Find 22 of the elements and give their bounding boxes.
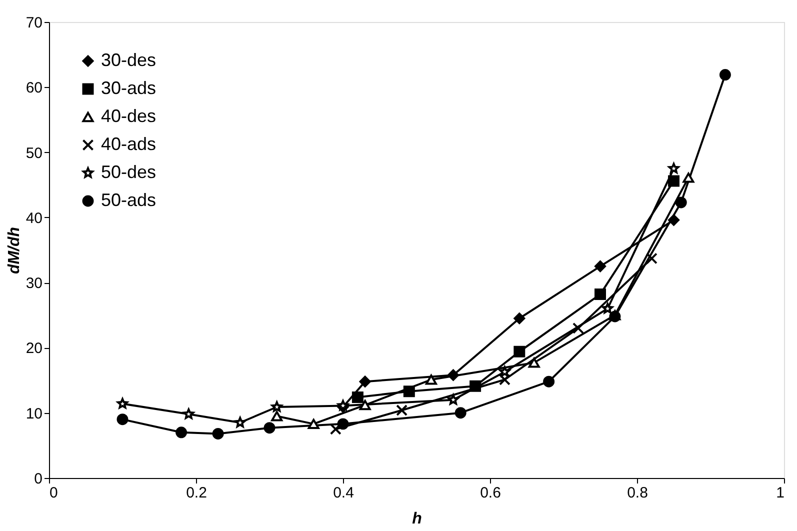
y-tick-label: 50 (26, 144, 42, 162)
y-tick-label: 10 (26, 405, 42, 422)
legend-label: 50-des (101, 162, 156, 182)
x-tick-label: 0.4 (333, 484, 354, 502)
y-tick-label: 70 (26, 14, 42, 32)
y-axis-title: dM/dh (6, 226, 23, 274)
x-axis-title: h (412, 510, 422, 528)
legend-label: 30-des (101, 50, 156, 70)
y-tick-label: 60 (26, 80, 42, 97)
y-tick-label: 30 (26, 275, 42, 292)
x-tick-label: 0.8 (627, 484, 648, 502)
legend-label: 40-des (101, 106, 156, 126)
x-tick-label: 0.6 (480, 484, 501, 502)
legend-label: 30-ads (101, 78, 156, 98)
x-tick-label: 1 (776, 484, 784, 502)
x-tick-label: 0.2 (186, 484, 207, 502)
y-tick-label: 20 (26, 340, 42, 358)
legend-label: 50-ads (101, 190, 156, 210)
legend-label: 40-ads (101, 134, 156, 154)
y-tick-label: 40 (26, 210, 42, 227)
y-tick-label: 0 (34, 470, 42, 488)
x-tick-label: 0 (50, 484, 58, 502)
